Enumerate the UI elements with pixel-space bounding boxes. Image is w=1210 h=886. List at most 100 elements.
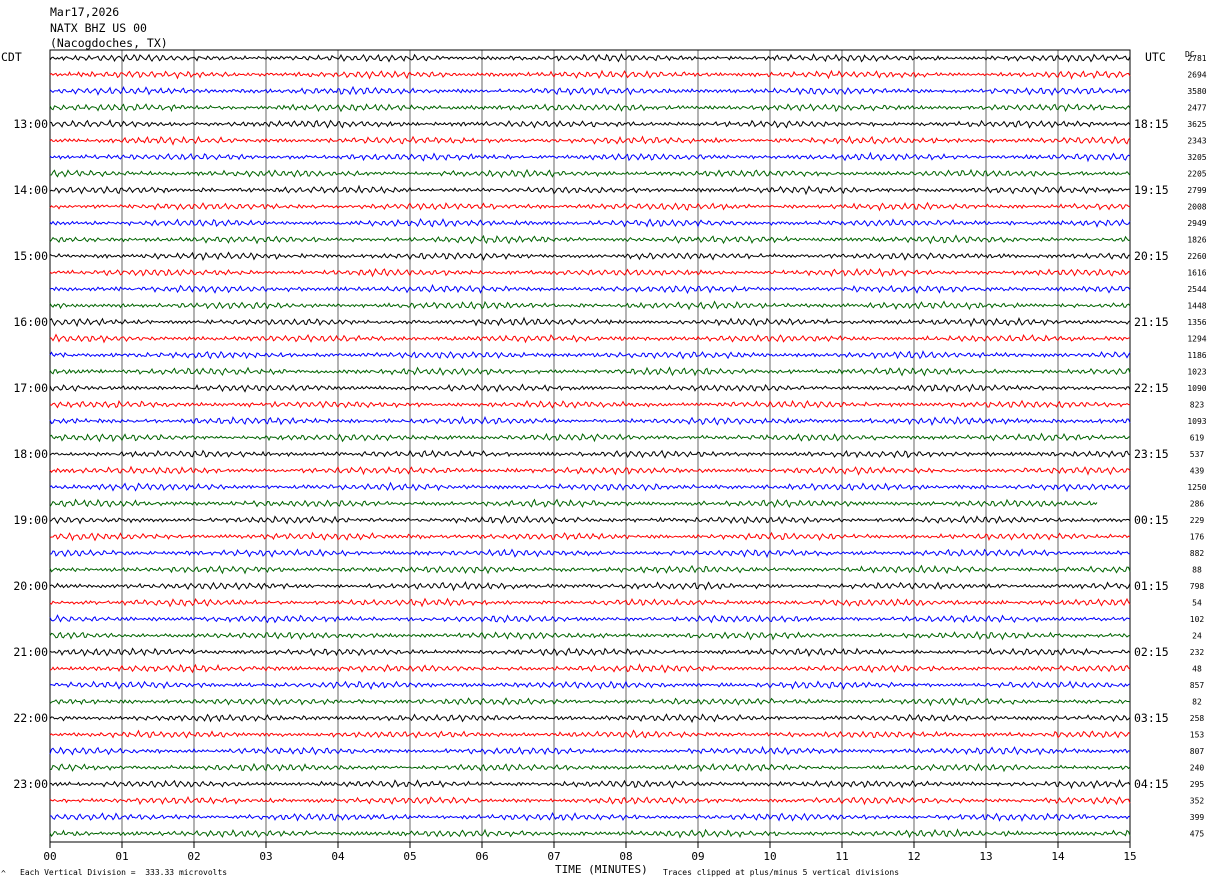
trace-line	[49, 548, 1131, 559]
trace-line	[49, 283, 1131, 295]
clip-note: Traces clipped at plus/minus 5 vertical …	[663, 868, 900, 877]
dc-offset-label: 295	[1190, 780, 1205, 789]
dc-offset-label: 82	[1192, 698, 1202, 707]
dc-offset-label: 2799	[1187, 186, 1206, 195]
dc-offset-label: 619	[1190, 434, 1205, 443]
dc-offset-label: 439	[1190, 467, 1205, 476]
dc-offset-label: 229	[1190, 516, 1205, 525]
trace-line	[49, 597, 1131, 608]
x-tick-label: 10	[763, 850, 776, 863]
left-timezone-label: CDT	[1, 50, 22, 64]
trace-line	[49, 103, 1131, 113]
dc-offset-label: 54	[1192, 599, 1202, 608]
dc-offset-labels: 2781 2694 3580 2477 3625 2343 3205 2205 2799 2008…	[1187, 54, 1206, 839]
dc-offset-label: 2949	[1187, 219, 1206, 228]
dc-offset-label: 2343	[1187, 137, 1206, 146]
trace-line	[49, 267, 1131, 278]
trace-line	[49, 69, 1131, 80]
trace-line	[49, 465, 1131, 476]
dc-offset-label: 232	[1190, 648, 1205, 657]
trace-line	[49, 300, 1131, 311]
trace-line	[49, 713, 1131, 724]
dc-offset-label: 1186	[1187, 351, 1206, 360]
left-hour-label: 16:00	[13, 315, 48, 329]
left-hour-label: 20:00	[13, 579, 48, 593]
dc-offset-label: 1356	[1187, 318, 1206, 327]
trace-line	[49, 119, 1131, 129]
header-station: NATX BHZ US 00	[50, 21, 147, 35]
right-timezone-label: UTC	[1145, 50, 1166, 64]
dc-offset-label: 153	[1190, 731, 1205, 740]
dc-offset-label: 352	[1190, 797, 1205, 806]
dc-offset-label: 102	[1190, 615, 1205, 624]
x-tick-label: 05	[403, 850, 416, 863]
dc-offset-label: 399	[1190, 813, 1205, 822]
left-hour-label: 21:00	[13, 645, 48, 659]
right-hour-label: 00:15	[1134, 513, 1169, 527]
left-hour-label: 23:00	[13, 777, 48, 791]
dc-offset-label: 882	[1190, 549, 1205, 558]
trace-line	[49, 53, 1131, 63]
dc-offset-label: 1093	[1187, 417, 1206, 426]
trace-line	[49, 135, 1131, 146]
left-hour-label: 13:00	[13, 117, 48, 131]
minute-grid	[49, 49, 1131, 843]
trace-line	[49, 614, 1131, 624]
right-hour-label: 02:15	[1134, 645, 1169, 659]
trace-line	[49, 828, 1131, 839]
dc-offset-label: 1023	[1187, 368, 1206, 377]
trace-line	[49, 449, 1131, 459]
trace-line	[49, 729, 1131, 739]
x-tick-label: 01	[115, 850, 128, 863]
trace-line	[49, 168, 1131, 179]
right-hour-label: 04:15	[1134, 777, 1169, 791]
x-tick-label: 12	[907, 850, 920, 863]
dc-offset-label: 2205	[1187, 170, 1206, 179]
trace-line	[49, 515, 1131, 525]
dc-offset-label: 2544	[1187, 285, 1206, 294]
x-tick-label: 11	[835, 850, 848, 863]
header-date: Mar17,2026	[50, 5, 120, 19]
trace-line	[49, 697, 1131, 707]
trace-line	[49, 366, 1131, 377]
trace-line	[49, 762, 1131, 773]
trace-line	[49, 415, 1131, 427]
trace-line	[49, 663, 1131, 674]
trace-line	[49, 234, 1131, 245]
dc-offset-label: 2260	[1187, 252, 1206, 261]
x-tick-label: 02	[187, 850, 200, 863]
dc-offset-label: 2477	[1187, 104, 1206, 113]
right-hour-label: 19:15	[1134, 183, 1169, 197]
left-hour-label: 14:00	[13, 183, 48, 197]
left-hour-label: 19:00	[13, 513, 48, 527]
left-hour-label: 22:00	[13, 711, 48, 725]
dc-offset-label: 3580	[1187, 87, 1206, 96]
trace-line	[49, 184, 1131, 196]
dc-offset-label: 1826	[1187, 236, 1206, 245]
dc-offset-label: 24	[1192, 632, 1202, 641]
trace-line	[49, 481, 1131, 493]
right-hour-label: 21:15	[1134, 315, 1169, 329]
x-tick-label: 00	[43, 850, 56, 863]
trace-line	[49, 812, 1131, 822]
left-hour-label: 17:00	[13, 381, 48, 395]
dc-offset-label: 2008	[1187, 203, 1206, 212]
trace-line	[49, 151, 1131, 163]
dc-offset-label: 1294	[1187, 335, 1206, 344]
dc-offset-label: 240	[1190, 764, 1205, 773]
dc-offset-label: 475	[1190, 830, 1205, 839]
dc-offset-label: 1616	[1187, 269, 1206, 278]
dc-offset-label: 1250	[1187, 483, 1206, 492]
hour-labels: 13:00 18:15 14:00 19:15 15:00 20:15 16:00 21:15…	[13, 117, 1168, 791]
seismic-traces	[49, 53, 1131, 839]
x-tick-label: 08	[619, 850, 632, 863]
right-hour-label: 23:15	[1134, 447, 1169, 461]
right-hour-label: 03:15	[1134, 711, 1169, 725]
trace-line	[49, 745, 1131, 756]
dc-offset-label: 807	[1190, 747, 1205, 756]
right-hour-label: 20:15	[1134, 249, 1169, 263]
trace-line	[49, 564, 1131, 575]
trace-line	[49, 350, 1131, 360]
x-tick-label: 09	[691, 850, 704, 863]
